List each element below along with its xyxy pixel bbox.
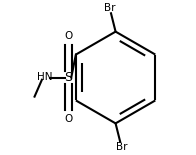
Text: Br: Br [104, 2, 115, 13]
Text: O: O [64, 114, 72, 124]
Text: Br: Br [116, 142, 127, 153]
Text: O: O [64, 31, 72, 41]
Text: HN: HN [37, 73, 53, 82]
Text: S: S [64, 71, 72, 84]
